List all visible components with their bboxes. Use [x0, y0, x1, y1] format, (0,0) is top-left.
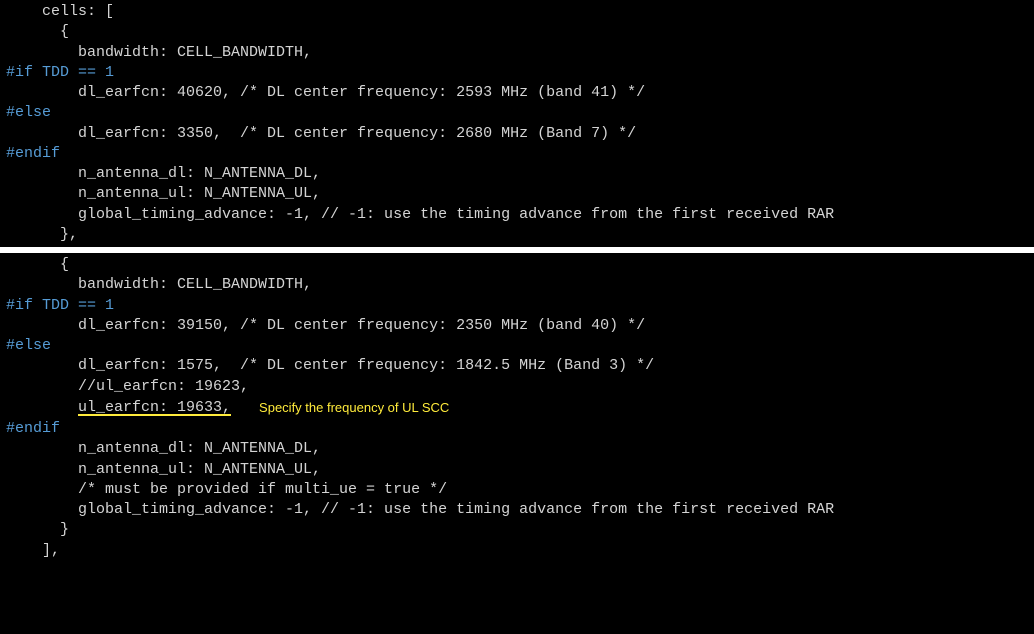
preprocessor-endif: #endif	[0, 419, 1034, 439]
code-line: bandwidth: CELL_BANDWIDTH,	[0, 43, 1034, 63]
code-line: /* must be provided if multi_ue = true *…	[0, 480, 1034, 500]
code-line: n_antenna_ul: N_ANTENNA_UL,	[0, 184, 1034, 204]
code-indent	[6, 398, 78, 418]
code-line: n_antenna_ul: N_ANTENNA_UL,	[0, 460, 1034, 480]
tooltip-wrapper: Specify the frequency of UL SCC	[231, 397, 719, 419]
code-line: global_timing_advance: -1, // -1: use th…	[0, 500, 1034, 520]
preprocessor-endif: #endif	[0, 144, 1034, 164]
code-line: }	[0, 520, 1034, 540]
code-line: bandwidth: CELL_BANDWIDTH,	[0, 275, 1034, 295]
code-line: {	[0, 255, 1034, 275]
code-line: cells: [	[0, 2, 1034, 22]
code-line: n_antenna_dl: N_ANTENNA_DL,	[0, 439, 1034, 459]
code-line: global_timing_advance: -1, // -1: use th…	[0, 205, 1034, 225]
preprocessor-else: #else	[0, 336, 1034, 356]
code-line: n_antenna_dl: N_ANTENNA_DL,	[0, 164, 1034, 184]
code-line: dl_earfcn: 40620, /* DL center frequency…	[0, 83, 1034, 103]
code-line: {	[0, 22, 1034, 42]
code-block-top: cells: [ { bandwidth: CELL_BANDWIDTH, #i…	[0, 0, 1034, 247]
code-block-bottom: { bandwidth: CELL_BANDWIDTH, #if TDD == …	[0, 253, 1034, 563]
preprocessor-else: #else	[0, 103, 1034, 123]
code-line: },	[0, 225, 1034, 245]
preprocessor-if: #if TDD == 1	[0, 63, 1034, 83]
code-line: dl_earfcn: 3350, /* DL center frequency:…	[0, 124, 1034, 144]
annotation-tooltip: Specify the frequency of UL SCC	[249, 397, 459, 419]
code-line: dl_earfcn: 1575, /* DL center frequency:…	[0, 356, 1034, 376]
preprocessor-if: #if TDD == 1	[0, 296, 1034, 316]
highlighted-code: ul_earfcn: 19633,	[78, 398, 231, 418]
code-line: //ul_earfcn: 19623,	[0, 377, 1034, 397]
code-line: ],	[0, 541, 1034, 561]
code-line: dl_earfcn: 39150, /* DL center frequency…	[0, 316, 1034, 336]
highlighted-line: ul_earfcn: 19633, Specify the frequency o…	[0, 397, 1034, 419]
